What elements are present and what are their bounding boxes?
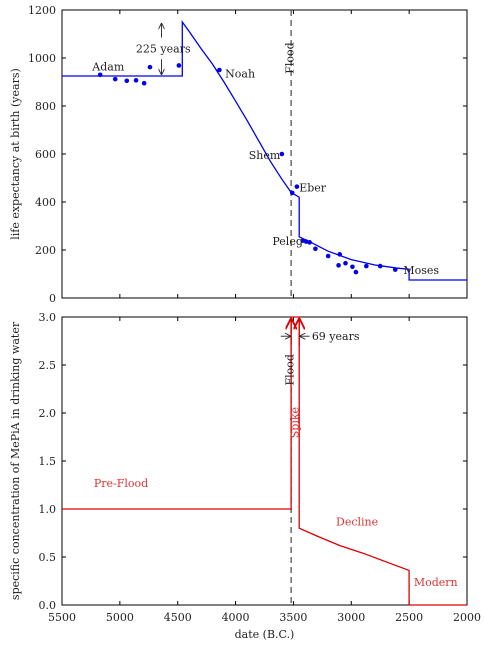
label-69-years: 69 years	[312, 330, 360, 343]
x-ticks	[61, 10, 468, 298]
y-tick-label: 1.0	[39, 503, 57, 516]
label-moses: Moses	[403, 264, 439, 277]
data-point	[300, 238, 305, 243]
label-decline: Decline	[336, 515, 378, 528]
concentration-panel: 5500 5000 4500 4000 3500 3000 2500 2000 0.0 0.5 1…	[9, 311, 481, 641]
x-tick-label: 2000	[453, 611, 481, 624]
x-tick-label: 2500	[395, 611, 423, 624]
x-tick-label: 3000	[337, 611, 365, 624]
data-point	[337, 252, 343, 257]
data-point	[313, 246, 318, 252]
data-point	[133, 78, 139, 83]
data-point	[141, 80, 147, 86]
data-point	[147, 64, 153, 70]
label-noah: Noah	[225, 68, 255, 81]
y-tick-label: 2.5	[39, 359, 57, 372]
label-spike: Spike	[289, 407, 302, 438]
label-peleg: Peleg	[272, 235, 303, 248]
data-point	[364, 263, 369, 269]
data-point	[377, 263, 383, 269]
y-tick-label: 0.0	[39, 599, 57, 612]
data-point	[217, 67, 222, 73]
label-pre-flood: Pre-Flood	[94, 477, 148, 490]
x-ticks: 5500 5000 4500 4000 3500 3000 2500 2000	[48, 317, 481, 624]
label-shem: Shem	[249, 149, 281, 162]
data-point	[124, 78, 130, 84]
data-point	[392, 267, 398, 272]
data-point	[353, 269, 359, 275]
data-point	[336, 263, 341, 268]
y-axis-label-bottom: specific concentration of MePiA in drink…	[9, 321, 22, 600]
data-point	[112, 76, 118, 82]
y-tick-label: 1200	[28, 4, 56, 17]
life-expectancy-panel: 0 200 400 600 800 1000 1200 Adam Noah Shem Ebe…	[9, 4, 468, 305]
series-line-concentration	[62, 316, 467, 606]
data-point	[325, 253, 331, 259]
label-modern: Modern	[414, 576, 458, 589]
y-tick-label: 600	[35, 148, 56, 161]
y-tick-label: 800	[35, 100, 56, 113]
y-tick-label: 400	[35, 196, 56, 209]
y-tick-label: 200	[35, 244, 56, 257]
label-adam: Adam	[91, 60, 125, 73]
x-tick-label: 5000	[106, 611, 134, 624]
label-flood-top: Flood	[283, 42, 296, 73]
x-tick-label: 4000	[222, 611, 250, 624]
data-point	[289, 190, 295, 196]
y-tick-label: 0	[49, 292, 56, 305]
x-tick-label: 3500	[279, 611, 307, 624]
y-tick-label: 0.5	[39, 551, 57, 564]
y-tick-label: 3.0	[39, 311, 57, 324]
y-ticks: 0.0 0.5 1.0 1.5 2.0 2.5 3.0	[39, 311, 467, 612]
plot-frame	[61, 316, 468, 606]
label-225-years: 225 years	[136, 42, 191, 55]
y-axis-label-top: life expectancy at birth (years)	[9, 68, 22, 240]
data-point	[97, 72, 103, 78]
data-point	[303, 239, 309, 244]
x-axis-label: date (B.C.)	[235, 628, 295, 641]
data-point	[343, 260, 348, 266]
y-tick-label: 2.0	[39, 407, 57, 420]
y-tick-label: 1000	[28, 52, 56, 65]
x-tick-label: 5500	[48, 611, 76, 624]
data-point	[307, 240, 312, 245]
data-point	[176, 63, 182, 68]
y-tick-label: 1.5	[39, 455, 57, 468]
label-eber: Eber	[299, 182, 327, 195]
data-points	[97, 63, 398, 275]
data-point	[279, 151, 285, 157]
y-ticks: 0 200 400 600 800 1000 1200	[28, 4, 467, 305]
label-flood-bottom: Flood	[283, 354, 296, 385]
x-tick-label: 4500	[164, 611, 192, 624]
data-point	[350, 264, 355, 270]
data-point	[294, 184, 300, 189]
